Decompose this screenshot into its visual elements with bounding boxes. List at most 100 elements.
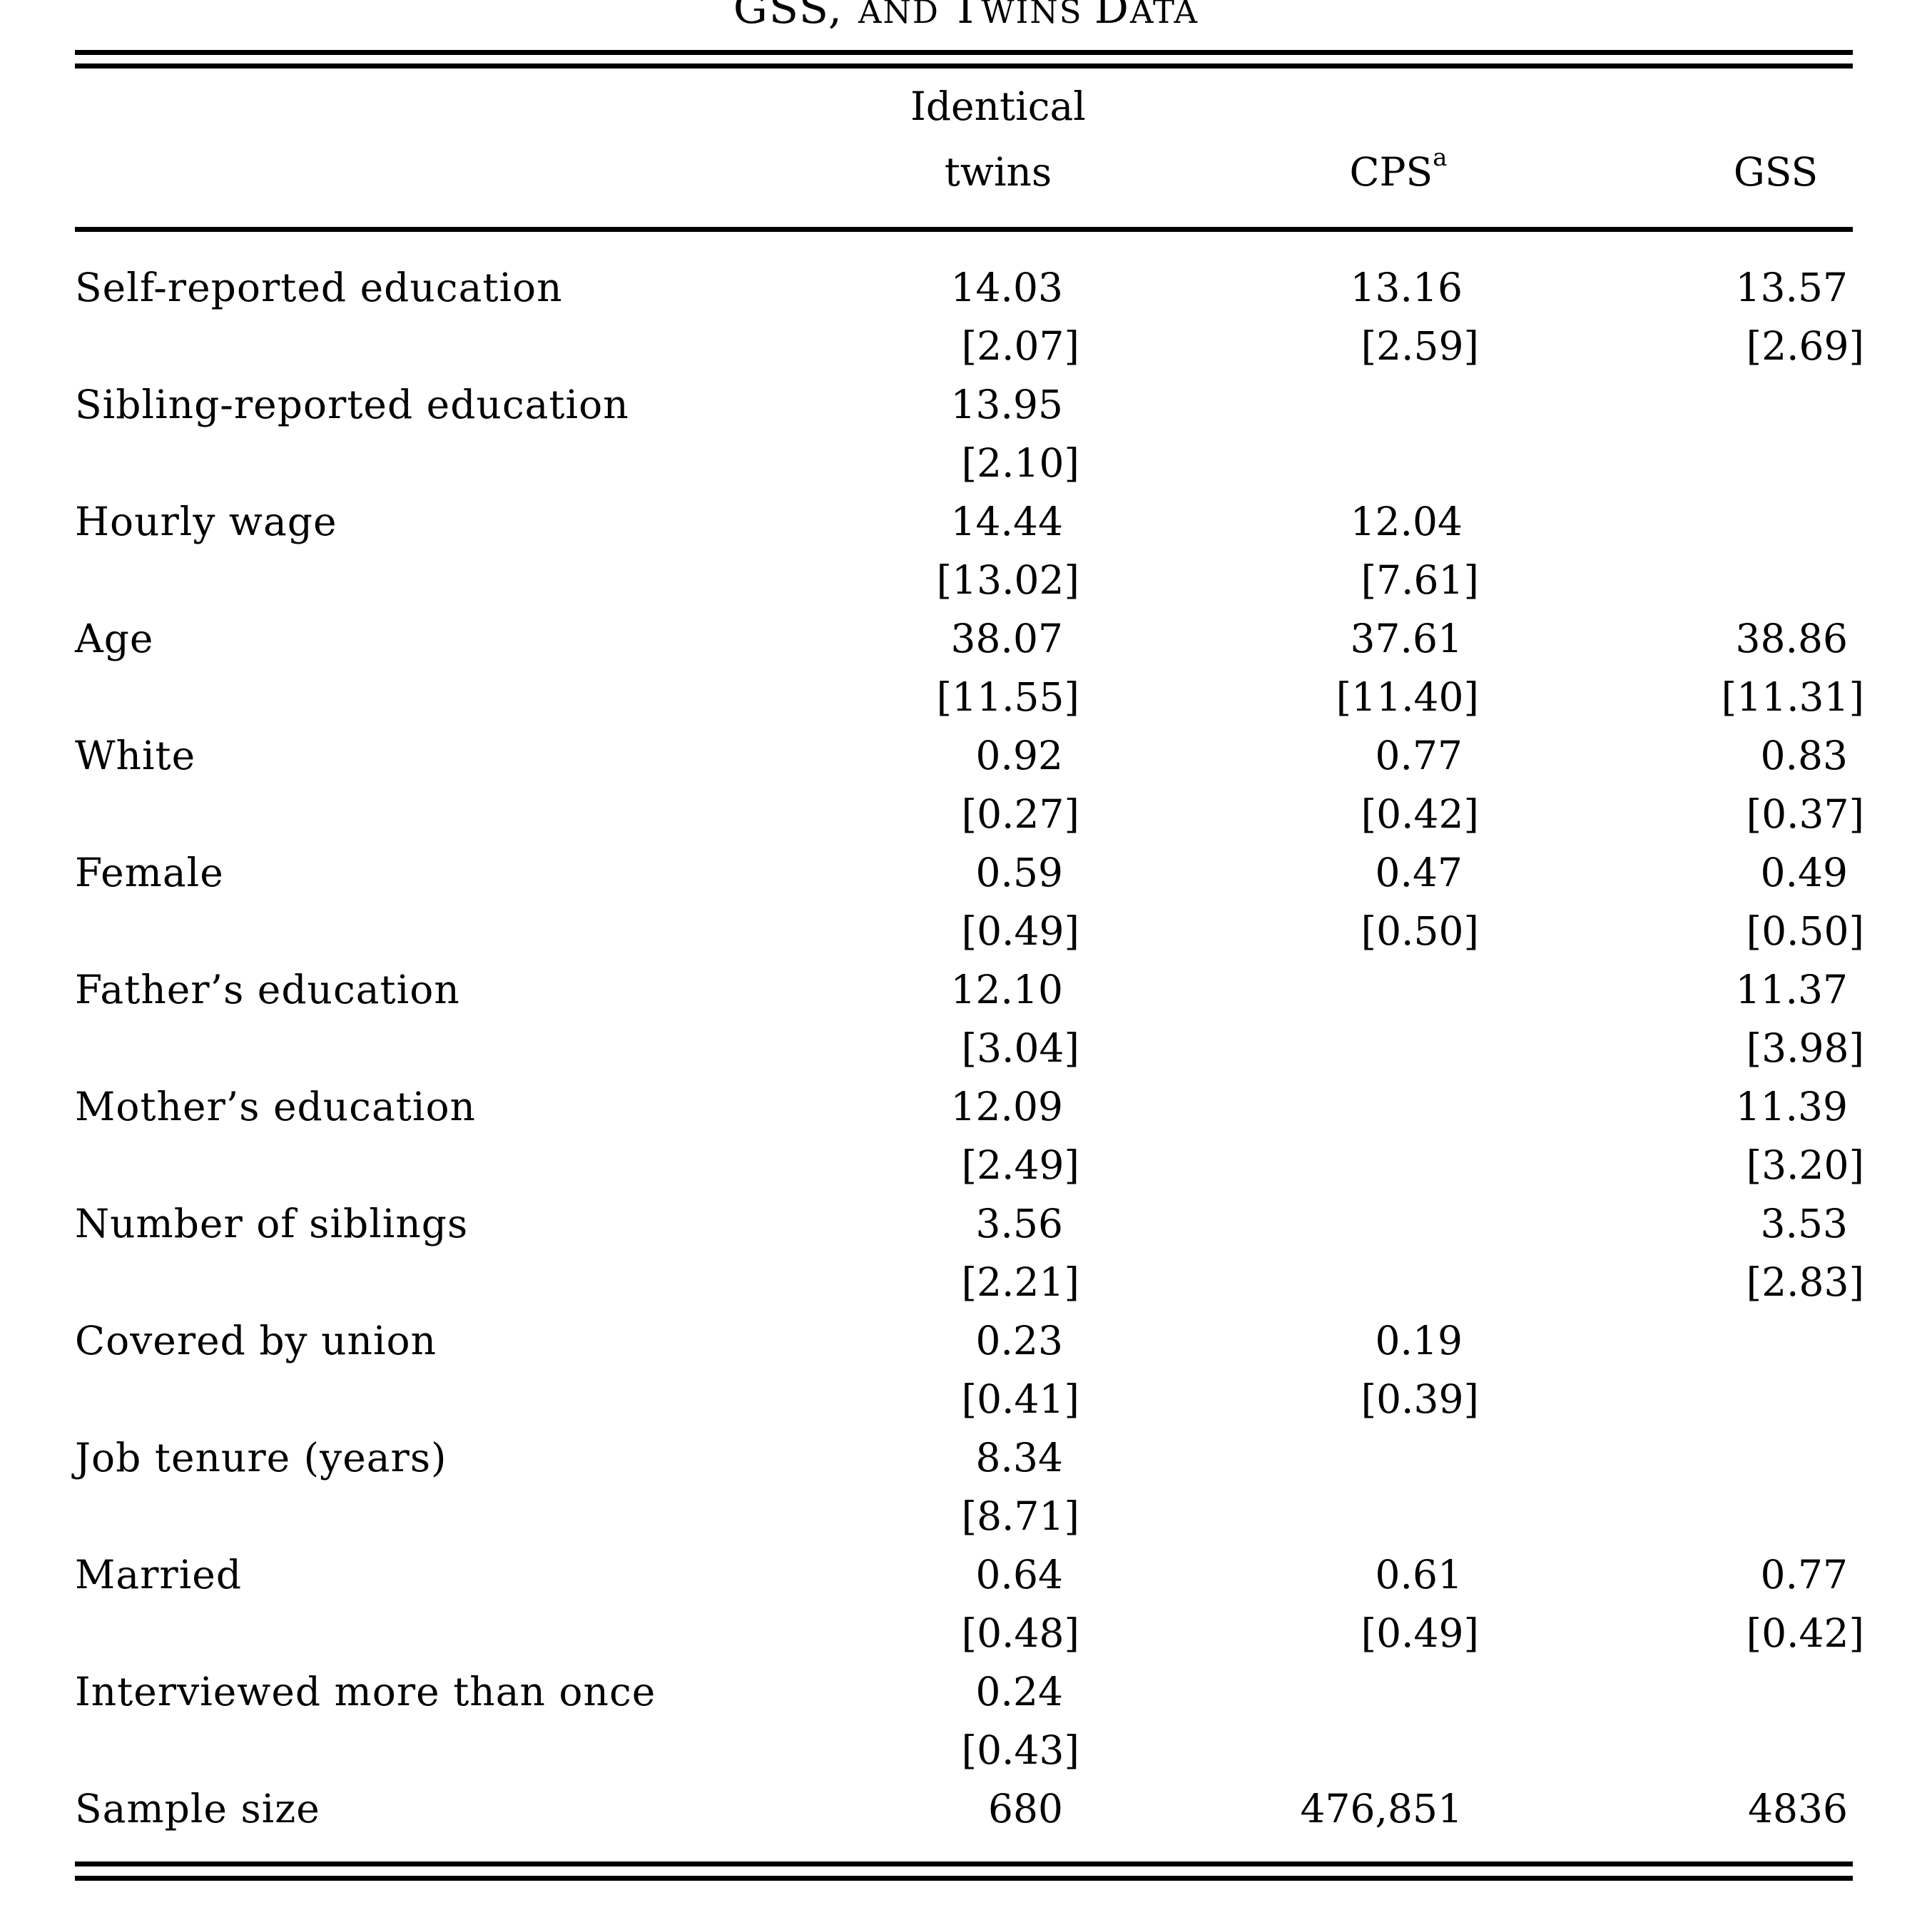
gss-sd-cell: [0.50] xyxy=(1746,908,1864,954)
twins-sd-cell: [2.49] xyxy=(961,1142,1079,1188)
column-header-line1: Identical xyxy=(910,83,1086,129)
row-label-spacer xyxy=(75,1253,828,1311)
cps-mean-cell: 37.61 xyxy=(1350,616,1463,661)
row-label-spacer xyxy=(75,1604,828,1662)
column-header-text: GSS xyxy=(1733,149,1819,195)
twins-sd-cell: [8.71] xyxy=(961,1493,1079,1539)
cps-sd-cell xyxy=(1102,1253,1502,1311)
twins-sd-cell: [3.04] xyxy=(961,1025,1079,1071)
footnote-marker: a xyxy=(1433,143,1448,172)
twins-mean-cell: 13.95 xyxy=(950,382,1063,427)
twins-sd-cell: [2.21] xyxy=(961,1259,1079,1305)
twins-sd-cell: [0.41] xyxy=(961,1376,1079,1422)
row-label: Number of siblings xyxy=(75,1201,469,1246)
table-row-sd: [0.43] xyxy=(75,1721,1883,1779)
gss-sd-cell: [11.31] xyxy=(1721,674,1864,720)
table-row-mean: Number of siblings 3.56 3.53 xyxy=(75,1194,1883,1253)
cps-sd-cell: [0.39] xyxy=(1361,1376,1479,1422)
table-row-mean: Age 38.07 37.61 38.86 xyxy=(75,609,1883,668)
table-row-sd: [13.02] [7.61] xyxy=(75,551,1883,609)
row-label-spacer xyxy=(75,1487,828,1545)
row-label: Sample size xyxy=(75,1786,320,1832)
row-label-spacer xyxy=(75,1721,828,1779)
cps-sd-cell xyxy=(1102,1721,1502,1779)
row-label: Interviewed more than once xyxy=(75,1669,656,1715)
cps-sd-cell: [0.42] xyxy=(1361,791,1479,837)
twins-sd-cell: [2.10] xyxy=(961,440,1079,486)
twins-sd-cell: [0.49] xyxy=(961,908,1079,954)
cps-mean-cell: 0.19 xyxy=(1375,1318,1463,1363)
title-segment: AND xyxy=(858,0,952,31)
row-label-spacer xyxy=(75,785,828,843)
gss-sd-cell: [3.20] xyxy=(1746,1142,1864,1188)
twins-mean-cell: 12.10 xyxy=(950,967,1063,1012)
title-segment: ATA xyxy=(1129,0,1199,31)
row-label: Mother’s education xyxy=(75,1084,476,1129)
table-row-mean: Female 0.59 0.47 0.49 xyxy=(75,843,1883,902)
row-label: Married xyxy=(75,1552,243,1597)
gss-mean-cell xyxy=(1502,1428,1883,1487)
row-label-spacer xyxy=(75,1370,828,1428)
table-row-mean: Job tenure (years) 8.34 xyxy=(75,1428,1883,1487)
gss-sd-cell xyxy=(1502,434,1883,492)
table-row-sd: [0.41] [0.39] xyxy=(75,1370,1883,1428)
title-segment: T xyxy=(951,0,982,34)
gss-mean-cell: 3.53 xyxy=(1760,1201,1848,1246)
cps-sd-cell xyxy=(1102,1019,1502,1077)
row-label: Age xyxy=(75,616,154,661)
row-label-spacer xyxy=(75,434,828,492)
twins-mean-cell: 14.03 xyxy=(950,265,1063,310)
table-row-sd: [2.49] [3.20] xyxy=(75,1136,1883,1194)
cps-mean-cell xyxy=(1102,1194,1502,1253)
gss-mean-cell: 0.83 xyxy=(1760,733,1848,778)
gss-sd-cell xyxy=(1502,1487,1883,1545)
title-segment: GSS, xyxy=(733,0,859,34)
row-label: White xyxy=(75,733,196,778)
cps-sd-cell xyxy=(1102,1136,1502,1194)
twins-mean-cell: 3.56 xyxy=(975,1201,1063,1246)
twins-mean-cell: 0.64 xyxy=(975,1552,1063,1597)
row-label-spacer xyxy=(75,902,828,960)
cps-sd-cell xyxy=(1102,1487,1502,1545)
twins-mean-cell: 14.44 xyxy=(950,499,1063,544)
cps-mean-cell: 0.61 xyxy=(1375,1552,1463,1597)
table-row-mean: Covered by union 0.23 0.19 xyxy=(75,1311,1883,1370)
row-label-spacer xyxy=(75,551,828,609)
gss-mean-cell: 0.49 xyxy=(1760,850,1848,895)
table-body: Self-reported education 14.03 13.16 13.5… xyxy=(75,258,1883,1838)
table-row-sd: [2.10] xyxy=(75,434,1883,492)
gss-mean-cell: 13.57 xyxy=(1735,265,1848,310)
table-title: GSS, AND TWINS DATA xyxy=(0,0,1932,30)
gss-sd-cell xyxy=(1502,1370,1883,1428)
column-header-identical-twins: Identical twins xyxy=(910,73,1086,205)
title-segment: WINS xyxy=(981,0,1094,31)
gss-sd-cell: [2.83] xyxy=(1746,1259,1864,1305)
cps-sd-cell: [2.59] xyxy=(1361,323,1479,369)
cps-mean-cell xyxy=(1102,1662,1502,1721)
cps-mean-cell: 12.04 xyxy=(1350,499,1463,544)
twins-sd-cell: [0.48] xyxy=(961,1610,1079,1656)
table-row-mean: Married 0.64 0.61 0.77 xyxy=(75,1545,1883,1604)
cps-mean-cell xyxy=(1102,1428,1502,1487)
cps-sd-cell: [0.49] xyxy=(1361,1610,1479,1656)
table-row-sd: [3.04] [3.98] xyxy=(75,1019,1883,1077)
gss-sd-cell: [0.42] xyxy=(1746,1610,1864,1656)
twins-mean-cell: 680 xyxy=(988,1786,1063,1832)
column-header-gss: GSS xyxy=(1734,139,1818,205)
top-double-rule-upper xyxy=(75,50,1853,55)
row-label-spacer xyxy=(75,317,828,375)
gss-mean-cell: 4836 xyxy=(1748,1786,1848,1832)
statistics-table: Self-reported education 14.03 13.16 13.5… xyxy=(75,258,1883,1838)
cps-mean-cell xyxy=(1102,375,1502,434)
gss-mean-cell xyxy=(1502,1311,1883,1370)
row-label: Self-reported education xyxy=(75,265,563,310)
title-segment: D xyxy=(1094,0,1130,34)
row-label-spacer xyxy=(75,668,828,726)
row-label: Father’s education xyxy=(75,967,460,1012)
row-label: Sibling-reported education xyxy=(75,382,629,427)
twins-mean-cell: 12.09 xyxy=(950,1084,1063,1129)
gss-mean-cell xyxy=(1502,492,1883,551)
row-label: Hourly wage xyxy=(75,499,337,544)
table-row-mean: Self-reported education 14.03 13.16 13.5… xyxy=(75,258,1883,317)
table-row-mean: Father’s education 12.10 11.37 xyxy=(75,960,1883,1019)
